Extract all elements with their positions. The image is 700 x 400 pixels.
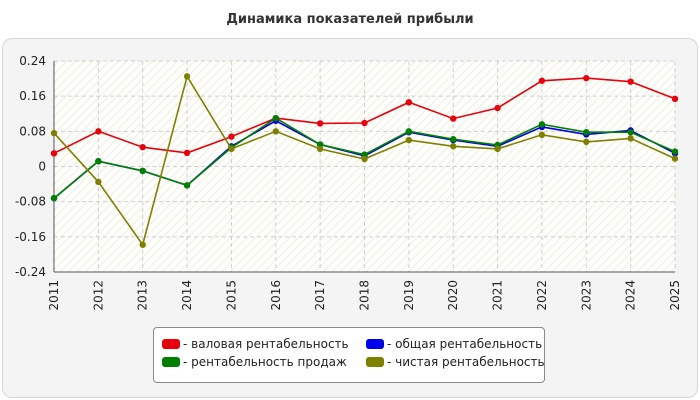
x-tick-label: 2013 [136,280,150,311]
x-tick-label: 2012 [91,280,105,311]
legend-label-net-margin: - чистая рентабельность [387,355,545,369]
series-point-3 [139,241,146,248]
x-tick-label: 2014 [180,280,194,311]
series-point-0 [361,119,368,127]
series-point-3 [50,129,58,137]
legend-label-gross-margin: - валовая рентабельность [183,337,349,351]
tick-labels: -0.24 -0.16 -0.08 0 0.08 0.16 0.24 2011 2012 2013… [15,54,682,311]
series-group [50,73,679,248]
series-point-0 [95,128,102,135]
legend-swatch-total-margin [366,339,384,349]
series-point-3 [272,128,279,135]
legend-item-sales-margin: - рентабельность продаж [162,355,347,369]
series-point-3 [228,145,235,153]
x-tick-label: 2025 [668,280,682,311]
series-point-3 [627,135,634,142]
series-point-2 [671,148,679,155]
series-point-2 [450,136,457,143]
legend-swatch-gross-margin [162,339,180,349]
series-point-0 [316,120,324,127]
series-point-0 [494,104,501,112]
x-tick-label: 2022 [535,280,549,311]
series-point-3 [95,178,102,186]
legend: - валовая рентабельность - общая рентабе… [153,327,545,383]
y-tick-label: -0.08 [15,195,46,209]
series-point-3 [538,131,546,139]
legend-label-sales-margin: - рентабельность продаж [183,355,347,369]
axes [53,61,675,273]
series-point-2 [627,129,634,136]
legend-item-gross-margin: - валовая рентабельность [162,337,349,351]
series-point-3 [183,73,191,80]
series-point-2 [405,128,413,135]
y-tick-label: 0.08 [19,124,46,138]
x-tick-label: 2018 [358,280,372,311]
grid-lines [53,60,676,273]
series-point-0 [228,133,235,140]
x-tick-label: 2016 [269,280,283,311]
x-tick-label: 2024 [624,280,638,311]
x-tick-label: 2021 [491,280,505,311]
series-point-3 [671,155,679,162]
x-tick-label: 2011 [47,280,61,311]
series-point-2 [538,121,546,128]
y-tick-label: 0 [38,160,46,174]
series-point-2 [50,194,58,202]
legend-item-net-margin: - чистая рентабельность [366,355,545,369]
y-tick-label: 0.24 [19,54,46,68]
y-tick-label: -0.16 [15,230,46,244]
series-point-2 [139,167,146,175]
series-point-0 [183,149,191,157]
series-point-2 [361,151,368,158]
series-point-2 [183,182,191,189]
series-point-3 [405,136,413,144]
series-point-0 [50,150,58,157]
x-tick-label: 2017 [313,280,327,311]
legend-item-total-margin: - общая рентабельность [366,337,542,351]
x-tick-label: 2020 [446,280,460,311]
y-tick-label: 0.16 [19,89,46,103]
y-tick-label: -0.24 [15,265,46,279]
legend-swatch-sales-margin [162,357,180,367]
series-point-0 [450,115,457,122]
series-point-2 [583,129,590,136]
legend-swatch-net-margin [366,357,384,367]
legend-label-total-margin: - общая рентабельность [387,337,543,351]
x-tick-label: 2015 [224,280,238,311]
series-point-2 [272,114,279,122]
chart-title: Динамика показателей прибыли [226,12,474,27]
series-point-0 [538,77,546,84]
series-point-3 [361,155,368,163]
series-point-3 [494,145,501,153]
series-point-2 [316,141,324,148]
series-point-3 [316,145,324,153]
series-point-3 [450,143,457,150]
x-tick-label: 2023 [579,280,593,311]
series-point-3 [583,138,590,146]
series-point-0 [405,99,413,106]
series-point-0 [139,143,146,151]
series-point-0 [583,74,590,82]
series-point-2 [95,158,102,165]
series-point-0 [671,95,679,103]
series-point-0 [627,78,634,85]
x-tick-label: 2019 [402,280,416,311]
